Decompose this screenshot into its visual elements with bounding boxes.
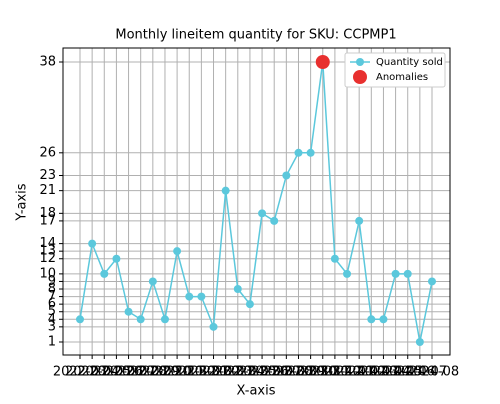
x-tick-label: 2022-03: [53, 365, 107, 380]
point: [391, 269, 400, 278]
y-tick-label: 12: [39, 251, 56, 266]
plot-frame: [62, 47, 451, 356]
point: [428, 277, 436, 286]
y-axis-label: Y-axis: [15, 183, 30, 221]
x-tick-label: 2024-08: [405, 365, 459, 380]
x-tick-label: 2022-08: [114, 365, 168, 380]
x-tick-label: 2023-11: [296, 365, 350, 380]
point: [160, 315, 169, 324]
x-tick-label: 2023-09: [271, 365, 325, 380]
x-tick-label: 2022-12: [162, 365, 216, 380]
point: [197, 292, 206, 301]
point: [343, 269, 352, 278]
x-tick-label: 2024-07: [393, 365, 447, 380]
anomaly: [315, 54, 330, 69]
x-tick-label: 2024-06: [381, 365, 435, 380]
point: [136, 315, 145, 324]
point: [112, 254, 121, 263]
y-tick-label: 7: [48, 289, 56, 304]
x-tick-label: 2023-06: [235, 365, 289, 380]
x-tick-label: 2022-11: [150, 365, 204, 380]
x-tick-label: 2024-04: [356, 365, 410, 380]
point: [367, 315, 376, 324]
legend-marker: [356, 58, 364, 66]
y-tick-label: 38: [39, 54, 56, 69]
point: [330, 254, 339, 263]
y-tick-label: 8: [48, 282, 56, 297]
legend: Quantity sold Anomalies: [344, 52, 446, 88]
x-tick-label: 2022-10: [138, 365, 192, 380]
y-tick-label: 23: [39, 168, 56, 183]
x-tick-label: 2023-03: [198, 365, 252, 380]
point: [306, 148, 315, 157]
x-tick-label: 2022-07: [101, 365, 155, 380]
x-tick-label: 2022-04: [65, 365, 119, 380]
y-tick-label: 5: [48, 304, 56, 319]
x-tick-label: 2023-04: [211, 365, 265, 380]
point: [100, 269, 109, 278]
point: [379, 315, 388, 324]
point: [282, 171, 291, 180]
point: [221, 186, 230, 195]
point: [403, 269, 412, 278]
y-tick-label: 17: [39, 213, 56, 228]
x-tick-label: 2023-12: [308, 365, 362, 380]
legend-label: Anomalies: [376, 72, 428, 83]
x-tick-label: 2022-05: [77, 365, 131, 380]
point: [355, 216, 364, 225]
x-axis-label: X-axis: [237, 384, 276, 399]
y-tick-label: 13: [39, 244, 56, 259]
point: [415, 337, 424, 346]
point: [294, 148, 303, 157]
x-tick-label: 2023-01: [174, 365, 228, 380]
point: [76, 315, 84, 324]
point: [173, 247, 182, 256]
x-tick-label: 2022-06: [89, 365, 143, 380]
point: [148, 277, 157, 286]
point: [233, 285, 242, 294]
y-tick-label: 21: [39, 183, 56, 198]
y-tick-label: 1: [48, 334, 56, 349]
point: [270, 216, 279, 225]
y-tick-label: 6: [48, 297, 56, 312]
point: [124, 307, 133, 316]
y-tick-label: 9: [48, 274, 56, 289]
legend-marker: [353, 70, 367, 84]
point: [185, 292, 194, 301]
x-tick-label: 2024-03: [344, 365, 398, 380]
x-tick-label: 2023-08: [259, 365, 313, 380]
point: [88, 239, 97, 248]
legend-label: Quantity sold: [376, 57, 443, 68]
point: [258, 209, 267, 218]
x-tick-label: 2022-09: [126, 365, 180, 380]
y-tick-label: 26: [39, 145, 56, 160]
x-tick-label: 2024-05: [368, 365, 422, 380]
y-tick-label: 4: [48, 312, 56, 327]
x-tick-label: 2023-05: [223, 365, 277, 380]
x-tick-label: 2023-02: [186, 365, 240, 380]
y-tick-label: 14: [39, 236, 56, 251]
y-tick-label: 18: [39, 206, 56, 221]
x-tick-label: 2023-10: [283, 365, 337, 380]
x-tick-label: 2023-07: [247, 365, 301, 380]
line: [79, 61, 433, 343]
y-tick-label: 3: [48, 319, 56, 334]
chart-title: Monthly lineitem quantity for SKU: CCPMP…: [115, 28, 396, 43]
y-tick-label: 10: [39, 266, 56, 281]
x-tick-label: 2024-01: [320, 365, 374, 380]
point: [245, 300, 254, 309]
x-tick-label: 2024-02: [332, 365, 386, 380]
point: [209, 322, 218, 331]
